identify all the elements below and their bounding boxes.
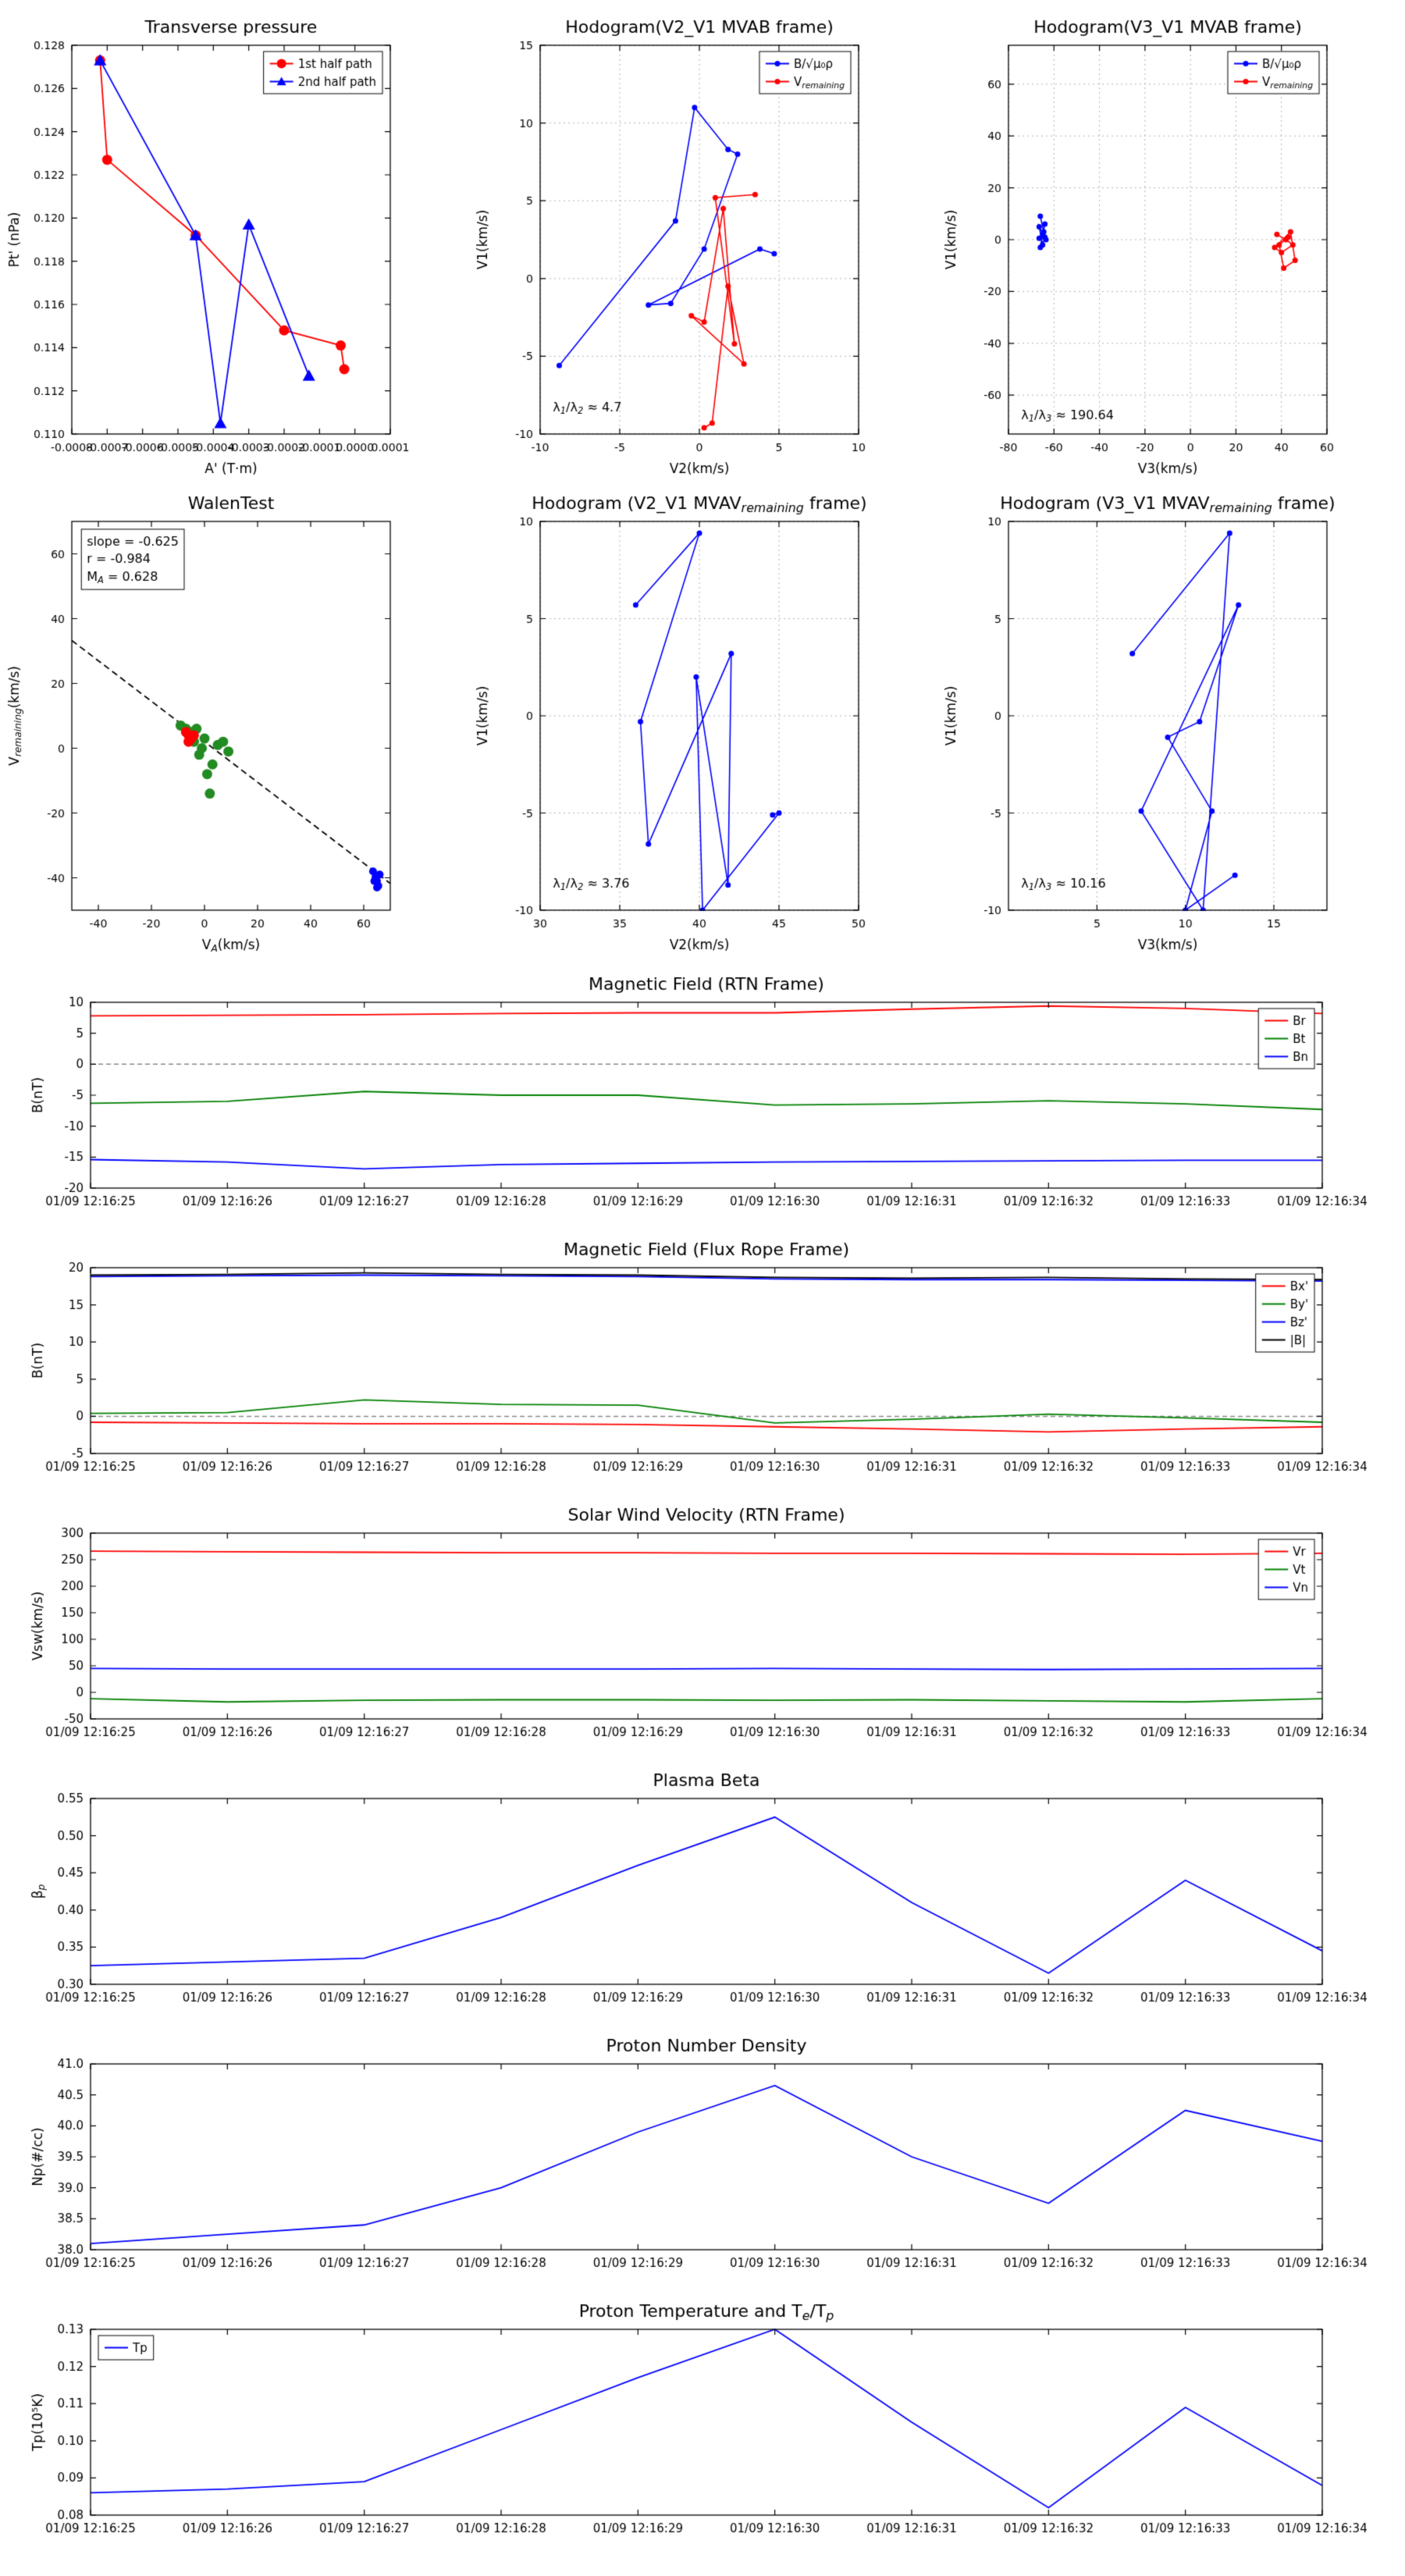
figure-row-1 <box>0 9 1405 486</box>
panel-transverse-pressure <box>0 9 468 486</box>
panel-proton-temperature <box>0 2289 1405 2554</box>
figure-row-2 <box>0 486 1405 962</box>
panel-hodogram-v2v1-mvab <box>468 9 937 486</box>
panel-magnetic-field-flux-rope <box>0 1227 1405 1493</box>
magnetic-field-flux-rope-chart <box>0 1227 1405 1493</box>
walen-test-chart <box>0 486 468 962</box>
hodogram-v3v1-mvab-chart <box>937 9 1405 486</box>
hodogram-v2v1-mvav-chart <box>468 486 937 962</box>
panel-walen-test <box>0 486 468 962</box>
proton-temperature-chart <box>0 2289 1405 2554</box>
panel-hodogram-v2v1-mvav <box>468 486 937 962</box>
hodogram-v3v1-mvav-chart <box>937 486 1405 962</box>
plasma-beta-chart <box>0 1758 1405 2023</box>
panel-hodogram-v3v1-mvav <box>937 486 1405 962</box>
panel-solar-wind-velocity <box>0 1493 1405 1758</box>
panel-hodogram-v3v1-mvab <box>937 9 1405 486</box>
panel-magnetic-field-rtn <box>0 962 1405 1227</box>
proton-number-density-chart <box>0 2023 1405 2289</box>
transverse-pressure-chart <box>0 9 468 486</box>
hodogram-v2v1-mvab-chart <box>468 9 937 486</box>
panel-plasma-beta <box>0 1758 1405 2023</box>
panel-proton-number-density <box>0 2023 1405 2289</box>
magnetic-field-rtn-chart <box>0 962 1405 1227</box>
solar-wind-velocity-chart <box>0 1493 1405 1758</box>
